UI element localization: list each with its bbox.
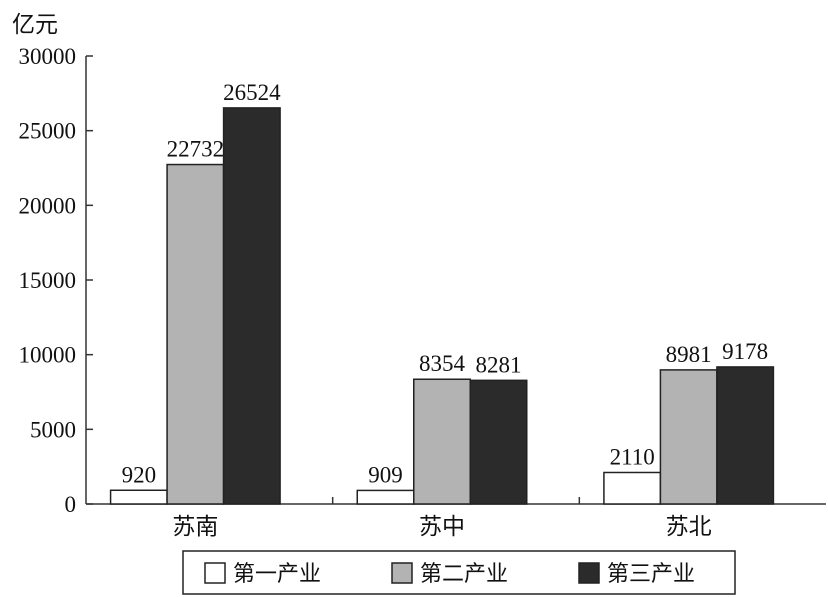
bar-value-label: 9178 bbox=[722, 339, 768, 364]
legend-label: 第二产业 bbox=[420, 562, 508, 587]
bar-value-label: 8281 bbox=[476, 352, 522, 377]
bar-value-label: 22732 bbox=[167, 137, 225, 162]
y-tick-label: 15000 bbox=[19, 268, 77, 293]
y-tick-label: 20000 bbox=[19, 193, 77, 218]
bar bbox=[413, 378, 471, 505]
bar-value-label: 8354 bbox=[419, 351, 466, 376]
data-labels: 920 22732 26524 909 8354 8281 2110 8981 9178 bbox=[122, 80, 769, 488]
legend-label: 第一产业 bbox=[233, 562, 321, 587]
bar-value-label: 2110 bbox=[610, 444, 655, 469]
bar bbox=[603, 471, 662, 505]
y-tick-label: 0 bbox=[65, 492, 77, 517]
y-tick-label: 5000 bbox=[30, 417, 76, 442]
bar bbox=[109, 489, 168, 505]
legend-box bbox=[182, 550, 736, 595]
bar bbox=[469, 379, 528, 505]
legend-swatch bbox=[578, 562, 600, 584]
y-axis-unit-label: 亿元 bbox=[12, 12, 58, 38]
bar-value-label: 920 bbox=[122, 462, 157, 487]
legend-label: 第三产业 bbox=[607, 562, 695, 587]
bar bbox=[356, 489, 415, 505]
bar bbox=[166, 163, 225, 505]
legend-swatch bbox=[391, 562, 413, 584]
bar-value-label: 8981 bbox=[666, 342, 712, 367]
x-category-label: 苏南 bbox=[172, 514, 218, 540]
x-category-label: 苏中 bbox=[419, 514, 465, 540]
bar bbox=[659, 369, 718, 505]
bar bbox=[222, 107, 281, 505]
bar bbox=[716, 366, 775, 505]
bars bbox=[109, 107, 775, 505]
y-tick-label: 30000 bbox=[19, 44, 77, 69]
legend: 第一产业 第二产业 第三产业 bbox=[182, 550, 736, 595]
legend-swatch bbox=[204, 562, 226, 584]
bar-value-label: 26524 bbox=[223, 80, 281, 105]
y-axis: 0 5000 10000 15000 20000 25000 30000 bbox=[19, 44, 93, 517]
x-category-label: 苏北 bbox=[666, 514, 712, 540]
bar-value-label: 909 bbox=[368, 462, 403, 487]
y-tick-label: 25000 bbox=[19, 119, 77, 144]
y-tick-label: 10000 bbox=[19, 343, 77, 368]
